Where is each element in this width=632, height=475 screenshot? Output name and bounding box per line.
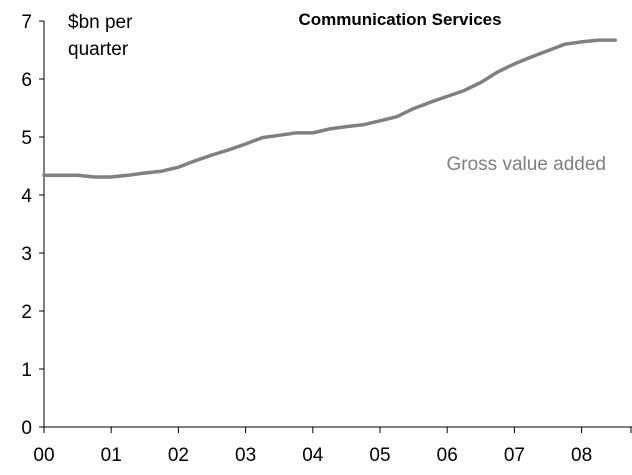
y-tick-label: 0 — [21, 418, 32, 439]
x-tick-label: 02 — [168, 445, 189, 466]
chart-title: Communication Services — [298, 10, 501, 29]
y-tick-label: 2 — [21, 302, 32, 323]
ticks — [39, 20, 632, 433]
y-axis-unit-label-line-1: $bn per — [68, 12, 133, 33]
y-axis-unit-label-line-2: quarter — [68, 39, 129, 60]
x-tick-label: 05 — [369, 445, 390, 466]
x-tick-label: 00 — [33, 445, 54, 466]
y-tick-label: 6 — [21, 70, 32, 91]
x-tick-label: 01 — [101, 445, 122, 466]
y-tick-label: 7 — [21, 12, 32, 33]
y-tick-label: 3 — [21, 244, 32, 265]
series — [42, 38, 617, 179]
y-tick-label: 5 — [21, 128, 32, 149]
x-tick-label: 04 — [302, 445, 324, 466]
series-label: Gross value added — [447, 154, 607, 175]
y-tick-label: 4 — [21, 186, 32, 207]
x-tick-label: 08 — [571, 445, 592, 466]
axes — [43, 21, 632, 428]
x-tick-label: 06 — [437, 445, 458, 466]
x-tick-label: 07 — [504, 445, 525, 466]
series-line — [42, 38, 617, 179]
x-tick-label: 03 — [235, 445, 256, 466]
y-tick-label: 1 — [21, 360, 32, 381]
